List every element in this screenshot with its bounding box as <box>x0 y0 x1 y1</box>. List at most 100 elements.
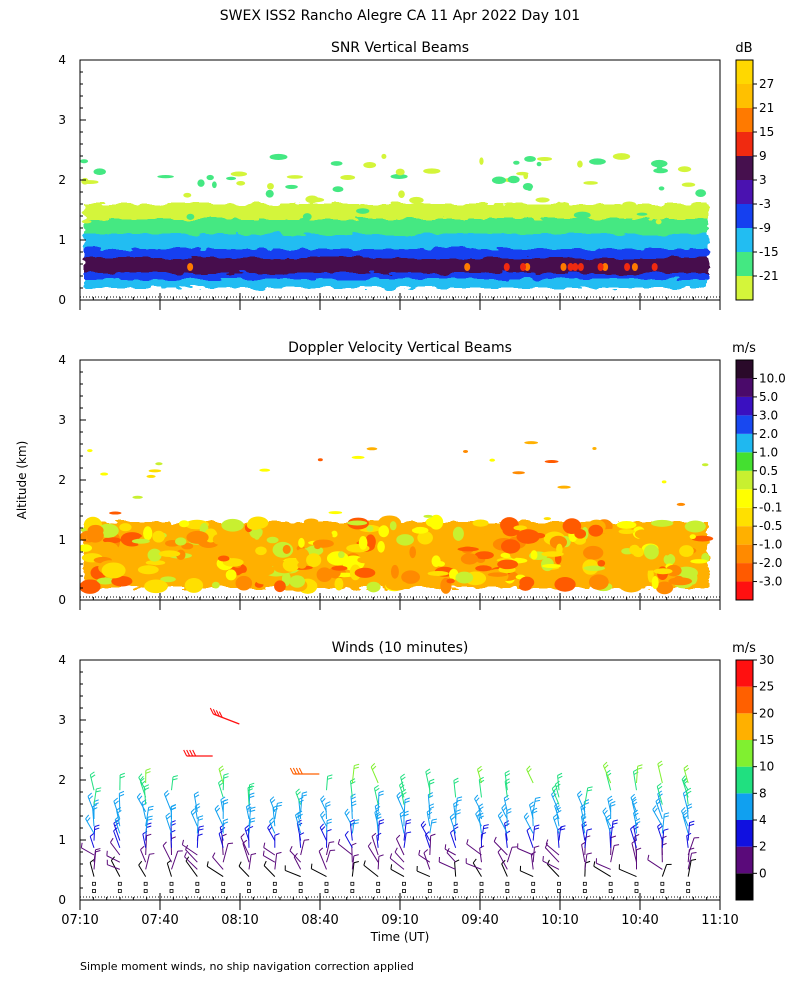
wind-barb <box>244 828 250 841</box>
wind-barb-flag <box>318 847 324 852</box>
wind-barb-flag <box>144 784 150 788</box>
doppler-cell <box>655 581 674 595</box>
wind-barb <box>593 865 611 878</box>
calm-marker <box>582 881 587 886</box>
snr-panel: SNR Vertical Beams 0 1 2 3 4 dB -21 -15 -9 -3 3 9… <box>58 40 779 310</box>
wind-barb-flag <box>603 809 608 815</box>
wind-barb <box>418 854 431 863</box>
wind-barb-flag <box>321 798 326 803</box>
figure-title: SWEX ISS2 Rancho Alegre CA 11 Apr 2022 D… <box>220 8 580 24</box>
doppler-cell <box>541 563 561 568</box>
wind-barb-flag <box>162 841 167 846</box>
doppler-cell <box>679 545 694 557</box>
calm-marker <box>221 881 226 886</box>
wind-barb <box>113 823 121 841</box>
wind-barb-flag <box>220 796 226 801</box>
wind-barb <box>596 862 611 870</box>
wind-barb-flag <box>246 803 251 808</box>
x-tick-label: 07:10 <box>61 913 98 928</box>
wind-barb <box>576 794 586 812</box>
wind-barb-flag <box>400 773 405 778</box>
wind-barb <box>681 779 689 791</box>
wind-barb-flag <box>354 763 360 767</box>
wind-barb-flag <box>535 796 541 799</box>
wind-barb-flag <box>607 795 613 800</box>
snr-echo <box>183 192 192 198</box>
wind-barb <box>584 854 588 870</box>
snr-peak <box>597 263 604 271</box>
y-axis-label: Altitude (km) <box>15 441 29 520</box>
wind-barb <box>351 862 355 877</box>
colorbar-label: 2.0 <box>759 427 778 441</box>
doppler-cell <box>131 538 150 544</box>
wind-barb-flag <box>610 804 616 807</box>
doppler-cell <box>256 578 280 585</box>
wind-barb-flag <box>244 824 250 829</box>
wind-barb-flag <box>345 811 350 816</box>
wind-barb <box>423 852 431 870</box>
wind-barb-flag <box>327 774 333 777</box>
calm-marker <box>453 881 458 886</box>
colorbar-label: -1.0 <box>759 538 782 552</box>
doppler-cell <box>613 564 625 574</box>
calm-marker <box>608 881 613 886</box>
snr-echo <box>537 156 553 161</box>
colorbar-segment <box>736 396 753 416</box>
doppler-cell <box>225 529 232 541</box>
wind-barb-flag <box>94 824 100 828</box>
doppler-cell <box>119 523 132 532</box>
doppler-cell <box>465 524 488 537</box>
wind-barb <box>416 870 431 878</box>
wind-barb-flag <box>560 825 566 828</box>
y-tick-label: 0 <box>58 593 66 607</box>
x-tick-label: 11:10 <box>701 913 738 928</box>
doppler-cell <box>170 563 188 578</box>
wind-barb-flag <box>326 829 332 832</box>
snr-echo <box>653 168 668 174</box>
wind-barb <box>439 861 456 870</box>
doppler-cell <box>389 521 397 531</box>
winds-title: Winds (10 minutes) <box>332 640 469 656</box>
snr-echo <box>265 189 274 198</box>
y-tick-label: 3 <box>58 713 66 727</box>
colorbar-segment <box>736 415 753 434</box>
doppler-cell <box>516 529 540 544</box>
wind-barb-flag <box>429 778 435 782</box>
wind-barb-flag <box>301 794 307 797</box>
doppler-cell <box>665 564 682 577</box>
doppler-cell <box>178 520 190 528</box>
doppler-cell <box>366 525 374 532</box>
doppler-cell <box>358 535 368 550</box>
wind-barb-flag <box>403 813 409 817</box>
wind-barb-flag <box>404 797 410 801</box>
wind-barb <box>687 837 695 856</box>
doppler-cell <box>690 559 708 564</box>
wind-barb <box>263 847 276 856</box>
doppler-cell <box>689 534 696 540</box>
colorbar-segment <box>736 507 753 527</box>
doppler-cell <box>588 574 609 590</box>
colorbar-label: 25 <box>759 680 774 694</box>
doppler-cell <box>650 519 674 527</box>
wind-barb-flag <box>250 806 256 810</box>
snr-echo <box>236 180 246 186</box>
wind-barb-flag <box>554 802 559 807</box>
wind-barb-flag <box>431 818 438 821</box>
wind-barb <box>138 864 147 877</box>
doppler-cell <box>184 578 204 593</box>
wind-barb-flag <box>378 790 384 794</box>
doppler-cell <box>366 581 381 593</box>
doppler-echo <box>701 463 709 467</box>
snr-echo <box>356 208 370 214</box>
wind-barb <box>546 864 560 877</box>
doppler-echo <box>132 495 143 499</box>
calm-marker <box>117 881 122 886</box>
doppler-cell <box>446 578 455 584</box>
wind-barb-flag <box>326 818 332 822</box>
wind-barb-flag <box>394 847 398 853</box>
wind-barb-flag <box>422 823 427 828</box>
wind-barb <box>140 849 147 863</box>
wind-barb <box>89 862 95 877</box>
wind-barb <box>367 845 379 863</box>
doppler-cell <box>378 525 389 538</box>
